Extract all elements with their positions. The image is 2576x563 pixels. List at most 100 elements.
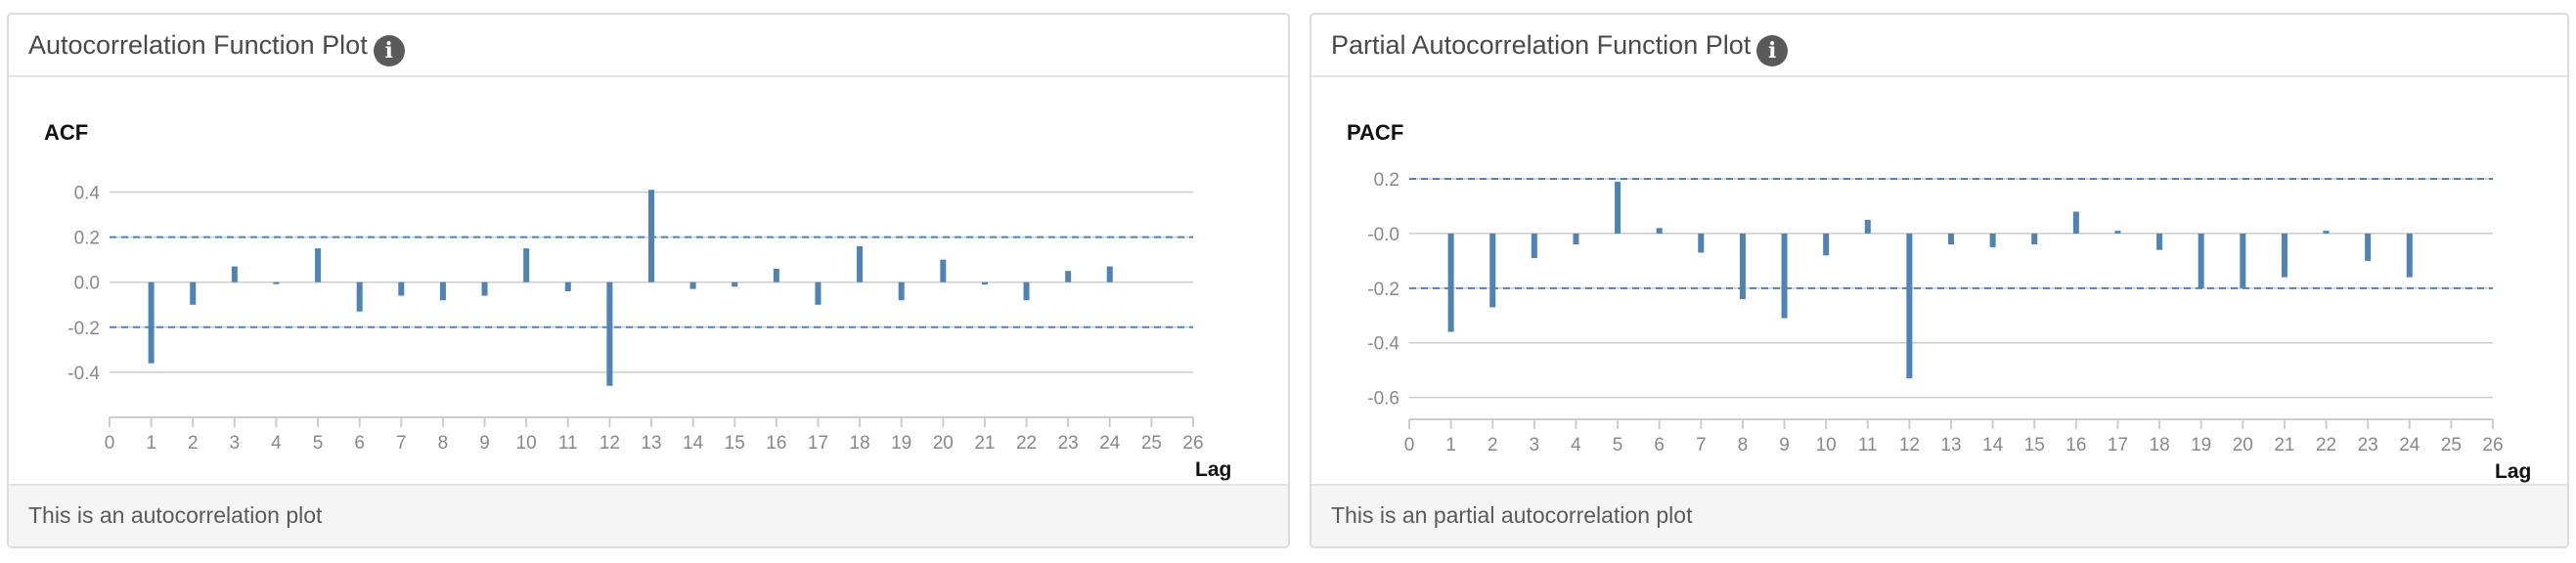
acf-x-tick-label: 2 [188,433,199,454]
pacf-x-tick-label: 14 [1982,435,2004,455]
acf-x-tick-label: 16 [766,433,786,454]
acf-bar [231,266,238,282]
acf-y-tick-label: 0.2 [74,229,100,249]
acf-bar [648,190,654,282]
pacf-bar [1698,233,1705,253]
pacf-panel-header: Partial Autocorrelation Function Plot i [1311,15,2567,77]
pacf-x-tick-label: 13 [1940,435,1961,455]
acf-x-tick-label: 26 [1182,433,1203,454]
pacf-x-tick-label: 9 [1779,435,1790,455]
acf-x-tick-label: 22 [1016,433,1037,454]
pacf-bar [1989,233,1996,247]
acf-x-tick-label: 10 [516,433,537,454]
acf-x-tick-label: 11 [558,433,578,454]
pacf-y-tick-label: -0.4 [1367,334,1399,355]
pacf-x-tick-label: 4 [1571,435,1581,455]
acf-chart: ACF-0.4-0.20.00.20.40 1 2 3 4 5 6 7 8 9 10 11 12 13 14… [44,120,1231,481]
acf-panel-title-text: Autocorrelation Function Plot [28,30,368,60]
pacf-bar [2072,211,2079,234]
pacf-bar [2281,233,2287,278]
pacf-bar [1447,233,1454,332]
acf-bar [398,282,405,296]
acf-panel: Autocorrelation Function Plot i ACF -0.4 -0… [7,13,1290,548]
acf-bar [1065,271,1072,282]
acf-x-tick-label: 21 [974,433,995,454]
pacf-bar [1823,233,1830,256]
acf-x-tick-label: 0 [105,433,115,454]
acf-bar [315,248,322,282]
acf-x-tick-label: 17 [808,433,828,454]
acf-x-tick-label: 8 [438,433,449,454]
pacf-x-tick-label: 18 [2150,435,2170,455]
acf-bar [773,268,779,282]
pacf-x-tick-label: 17 [2108,435,2128,455]
acf-x-tick-label: 12 [600,433,620,454]
acf-bar [564,282,571,291]
acf-bar [732,282,738,287]
pacf-x-tick-label: 10 [1816,435,1837,455]
pacf-bar [1739,233,1746,299]
pacf-x-tick-label: 16 [2065,435,2086,455]
pacf-x-tick-label: 5 [1613,435,1623,455]
acf-footer-text: This is an autocorrelation plot [28,502,323,528]
pacf-x-tick-label: 20 [2233,435,2253,455]
info-icon[interactable]: i [1756,35,1789,66]
pacf-bar [1489,233,1496,308]
acf-y-tick-label: -0.4 [67,364,100,384]
acf-x-tick-label: 9 [479,433,490,454]
acf-x-tick-label: 6 [354,433,365,454]
acf-panel-footer: This is an autocorrelation plot [9,484,1288,546]
pacf-x-tick-label: 23 [2358,435,2378,455]
pacf-panel-footer: This is an partial autocorrelation plot [1311,484,2567,546]
pacf-x-tick-label: 25 [2441,435,2462,455]
acf-x-tick-label: 24 [1099,433,1121,454]
pacf-bar [1615,181,1621,234]
pacf-chart-title: PACF [1347,120,1403,145]
acf-bar [273,282,280,284]
acf-panel-title: Autocorrelation Function Plot i [28,30,405,66]
acf-x-axis-title: Lag [1195,458,1231,481]
acf-bar [606,282,613,386]
pacf-bar [2323,231,2330,234]
acf-x-tick-label: 19 [891,433,911,454]
acf-x-tick-label: 20 [933,433,954,454]
pacf-x-tick-label: 22 [2316,435,2336,455]
pacf-x-tick-label: 19 [2191,435,2211,455]
pacf-bar [2156,233,2163,250]
acf-bar [1023,282,1030,301]
pacf-panel-title: Partial Autocorrelation Function Plot i [1331,30,1789,66]
acf-bar [1106,266,1113,282]
pacf-bar [1781,233,1788,319]
acf-bar [689,282,696,289]
pacf-bar [2198,233,2204,288]
acf-bar [815,282,822,305]
pacf-x-tick-label: 6 [1654,435,1665,455]
pacf-bar [1906,233,1913,379]
pacf-bar [1948,233,1954,245]
pacf-bar [2406,233,2413,278]
pacf-bar [2031,233,2038,245]
pacf-x-tick-label: 8 [1738,435,1749,455]
pacf-y-tick-label: -0.6 [1367,389,1399,410]
pacf-bar [2365,233,2372,261]
acf-x-tick-label: 3 [230,433,241,454]
acf-bar [148,282,155,364]
pacf-x-tick-label: 7 [1696,435,1707,455]
pacf-y-tick-label: -0.2 [1367,280,1399,300]
acf-y-tick-label: -0.2 [67,319,100,339]
pacf-x-tick-label: 1 [1445,435,1456,455]
acf-x-tick-label: 5 [313,433,324,454]
pacf-x-tick-label: 3 [1530,435,1540,455]
pacf-y-tick-label: -0.0 [1367,225,1399,245]
pacf-bar [2114,231,2121,234]
acf-x-tick-label: 23 [1058,433,1079,454]
acf-chart-title: ACF [44,120,88,145]
acf-x-tick-label: 13 [641,433,661,454]
acf-bar [190,282,197,305]
acf-x-tick-label: 4 [271,433,282,454]
info-icon[interactable]: i [373,35,405,66]
pacf-x-tick-label: 21 [2274,435,2294,455]
pacf-x-axis-title: Lag [2495,460,2531,483]
acf-x-tick-label: 18 [850,433,870,454]
acf-bar [981,282,988,285]
